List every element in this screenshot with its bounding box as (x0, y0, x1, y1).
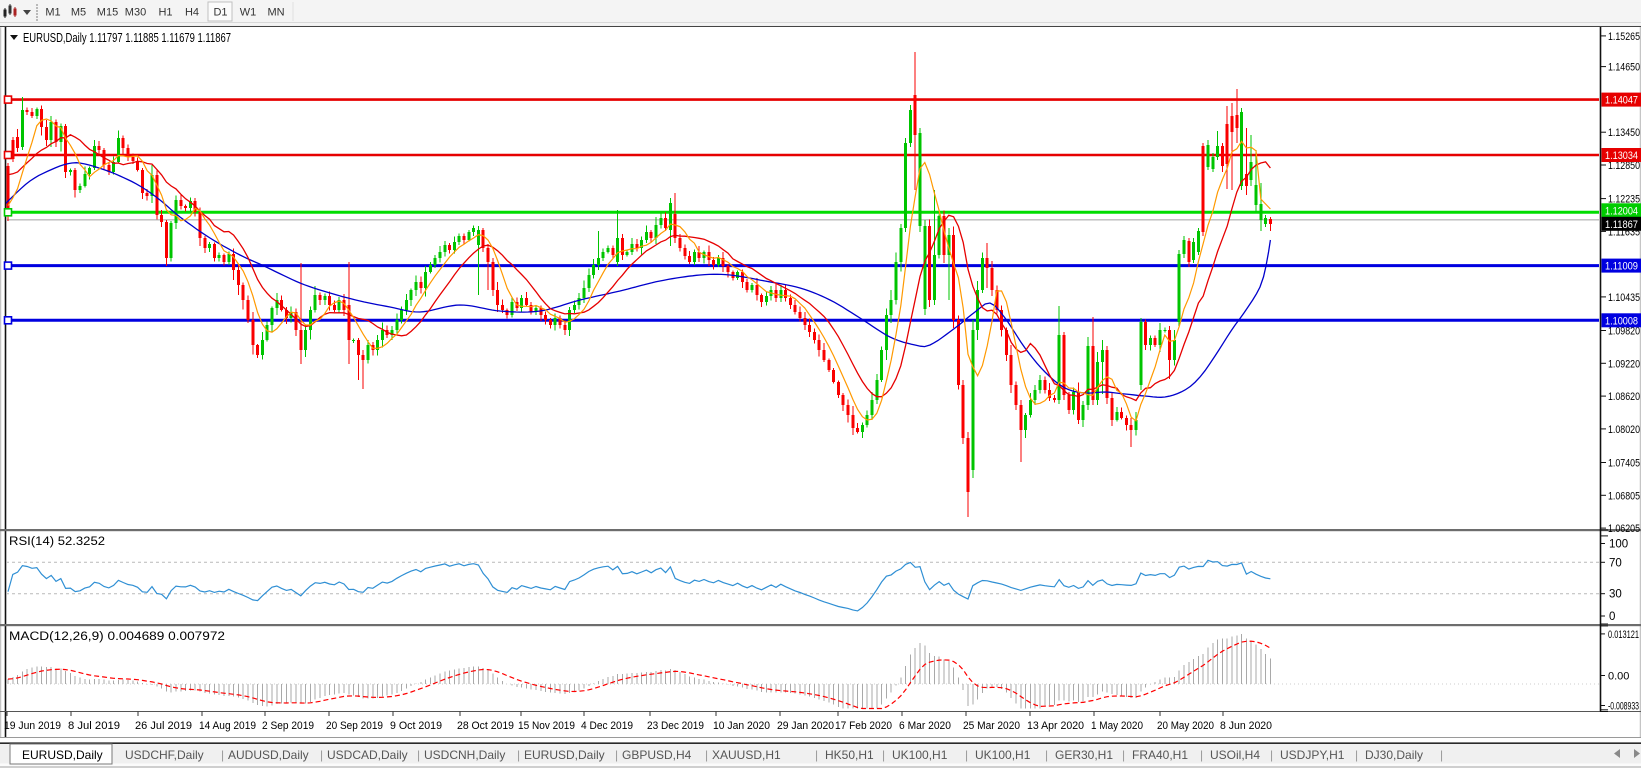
svg-text:|: | (815, 748, 818, 762)
svg-text:13 Apr 2020: 13 Apr 2020 (1027, 720, 1084, 732)
svg-text:|: | (705, 748, 708, 762)
svg-text:14 Aug 2019: 14 Aug 2019 (199, 720, 256, 732)
svg-text:M1: M1 (45, 7, 60, 19)
svg-text:1.12235: 1.12235 (1608, 194, 1640, 206)
svg-text:-0.008933: -0.008933 (1608, 701, 1639, 713)
svg-text:EURUSD,Daily: EURUSD,Daily (524, 748, 605, 762)
svg-text:FRA40,H1: FRA40,H1 (1132, 748, 1188, 762)
svg-text:M5: M5 (71, 7, 86, 19)
svg-text:USOil,H4: USOil,H4 (1210, 748, 1260, 762)
svg-text:1.11867: 1.11867 (1605, 219, 1638, 231)
svg-text:|: | (417, 748, 420, 762)
svg-text:1.14047: 1.14047 (1605, 95, 1638, 107)
svg-text:28 Oct 2019: 28 Oct 2019 (457, 720, 514, 732)
svg-text:8 Jul 2019: 8 Jul 2019 (68, 720, 120, 732)
svg-text:0.00: 0.00 (1608, 671, 1629, 683)
svg-text:1.11009: 1.11009 (1605, 261, 1638, 273)
svg-text:M15: M15 (97, 7, 118, 19)
svg-text:UK100,H1: UK100,H1 (892, 748, 948, 762)
svg-text:|: | (1270, 748, 1273, 762)
svg-text:9 Oct 2019: 9 Oct 2019 (390, 720, 442, 732)
svg-text:0: 0 (1609, 611, 1615, 623)
svg-text:29 Jan 2020: 29 Jan 2020 (777, 720, 834, 732)
svg-text:EURUSD,Daily: EURUSD,Daily (22, 748, 103, 762)
svg-text:15 Nov 2019: 15 Nov 2019 (518, 720, 575, 732)
svg-text:|: | (1355, 748, 1358, 762)
svg-text:20 May 2020: 20 May 2020 (1157, 720, 1214, 732)
svg-text:1.09820: 1.09820 (1608, 326, 1640, 338)
svg-text:17 Feb 2020: 17 Feb 2020 (835, 720, 892, 732)
svg-text:26 Jul 2019: 26 Jul 2019 (135, 720, 192, 732)
svg-text:MN: MN (267, 7, 284, 19)
svg-text:8 Jun 2020: 8 Jun 2020 (1220, 720, 1272, 732)
svg-text:30: 30 (1609, 589, 1622, 601)
svg-text:10 Jan 2020: 10 Jan 2020 (713, 720, 770, 732)
svg-text:DJ30,Daily: DJ30,Daily (1365, 748, 1423, 762)
svg-text:1.12004: 1.12004 (1605, 205, 1638, 217)
svg-text:1.08620: 1.08620 (1608, 391, 1640, 403)
svg-text:23 Dec 2019: 23 Dec 2019 (647, 720, 704, 732)
svg-text:1.10435: 1.10435 (1608, 292, 1640, 304)
svg-text:1.06205: 1.06205 (1608, 523, 1640, 535)
svg-text:USDCAD,Daily: USDCAD,Daily (327, 748, 408, 762)
svg-text:1.07405: 1.07405 (1608, 458, 1640, 470)
svg-text:1.13450: 1.13450 (1608, 127, 1640, 139)
svg-text:RSI(14) 52.3252: RSI(14) 52.3252 (9, 536, 105, 548)
svg-text:20 Sep 2019: 20 Sep 2019 (326, 720, 383, 732)
svg-text:AUDUSD,Daily: AUDUSD,Daily (228, 748, 309, 762)
svg-text:1.10008: 1.10008 (1605, 315, 1638, 327)
svg-text:|: | (517, 748, 520, 762)
svg-text:UK100,H1: UK100,H1 (975, 748, 1031, 762)
svg-text:4 Dec 2019: 4 Dec 2019 (581, 720, 633, 732)
svg-text:W1: W1 (240, 7, 257, 19)
svg-text:|: | (882, 748, 885, 762)
svg-text:|: | (615, 748, 618, 762)
svg-text:1.14650: 1.14650 (1608, 62, 1640, 74)
svg-text:XAUUSD,H1: XAUUSD,H1 (712, 748, 781, 762)
svg-text:|: | (320, 748, 323, 762)
svg-text:19 Jun 2019: 19 Jun 2019 (4, 720, 61, 732)
svg-text:2 Sep 2019: 2 Sep 2019 (262, 720, 314, 732)
svg-text:25 Mar 2020: 25 Mar 2020 (963, 720, 1020, 732)
svg-text:D1: D1 (213, 7, 227, 19)
svg-text:M30: M30 (125, 7, 146, 19)
svg-text:1.09220: 1.09220 (1608, 358, 1640, 370)
svg-text:H4: H4 (185, 7, 199, 19)
svg-text:|: | (965, 748, 968, 762)
svg-text:6 Mar 2020: 6 Mar 2020 (899, 720, 951, 732)
svg-text:USDCHF,Daily: USDCHF,Daily (125, 748, 204, 762)
svg-text:1 May 2020: 1 May 2020 (1091, 720, 1143, 732)
svg-text:1.06805: 1.06805 (1608, 490, 1640, 502)
svg-text:|: | (1440, 748, 1443, 762)
svg-text:EURUSD,Daily 1.11797 1.11885: EURUSD,Daily 1.11797 1.11885 1.11679 1.1… (23, 31, 231, 45)
svg-text:1.12850: 1.12850 (1608, 160, 1640, 172)
svg-text:HK50,H1: HK50,H1 (825, 748, 874, 762)
svg-text:1.15265: 1.15265 (1608, 31, 1640, 43)
svg-text:GER30,H1: GER30,H1 (1055, 748, 1113, 762)
svg-text:USDCNH,Daily: USDCNH,Daily (424, 748, 505, 762)
svg-text:0.013121: 0.013121 (1608, 629, 1639, 641)
svg-text:GBPUSD,H4: GBPUSD,H4 (622, 748, 692, 762)
svg-text:MACD(12,26,9) 0.004689 0.00797: MACD(12,26,9) 0.004689 0.007972 (9, 631, 225, 643)
svg-text:1.13034: 1.13034 (1605, 150, 1638, 162)
svg-text:1.08020: 1.08020 (1608, 424, 1640, 436)
svg-text:USDJPY,H1: USDJPY,H1 (1280, 748, 1345, 762)
svg-text:|: | (1045, 748, 1048, 762)
svg-text:|: | (1200, 748, 1203, 762)
svg-text:H1: H1 (158, 7, 172, 19)
svg-text:|: | (1122, 748, 1125, 762)
svg-text:100: 100 (1609, 539, 1628, 551)
svg-text:70: 70 (1609, 557, 1622, 569)
svg-text:|: | (221, 748, 224, 762)
